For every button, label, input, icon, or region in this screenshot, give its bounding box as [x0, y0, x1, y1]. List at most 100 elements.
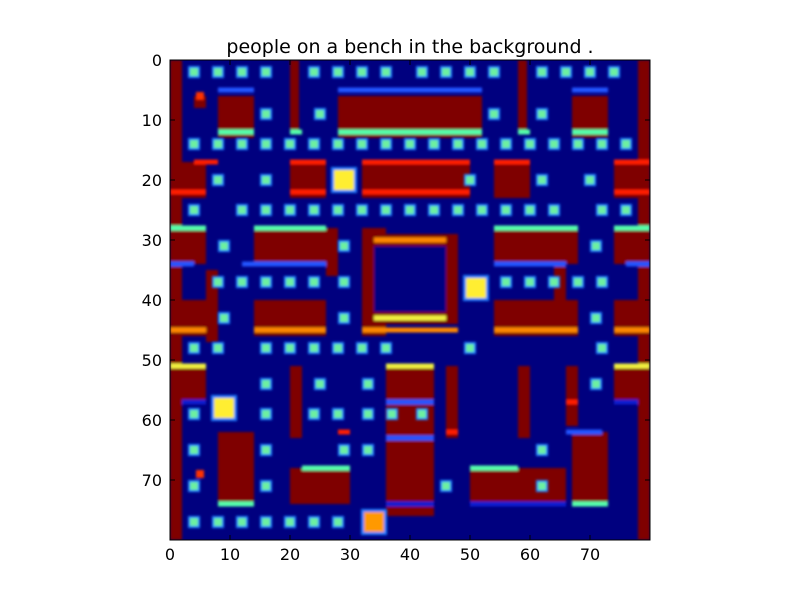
pellet-dot: [466, 344, 474, 352]
pellet-dots: [188, 66, 632, 528]
pellet-dot: [538, 176, 546, 184]
pellet-dot: [220, 314, 228, 322]
pellet-dot: [340, 314, 348, 322]
pellet-dot: [286, 206, 294, 214]
pellet-dot: [388, 410, 396, 418]
wall-block: [470, 468, 566, 504]
wall-block: [494, 162, 530, 198]
pellet-dot: [538, 68, 546, 76]
pellet-dot: [592, 242, 600, 250]
pellet-dot: [340, 278, 348, 286]
pellet-dot: [610, 68, 618, 76]
pellet-dot: [340, 242, 348, 250]
pellet-dot: [574, 278, 582, 286]
pellet-dot: [622, 140, 630, 148]
pellet-dot: [334, 68, 342, 76]
wall-block: [290, 60, 299, 132]
wall-block: [218, 432, 254, 504]
wall-block: [446, 366, 458, 438]
pellet-dot: [190, 68, 198, 76]
pellet-dot: [262, 110, 270, 118]
wall-block: [572, 432, 608, 504]
maze-walls: [170, 60, 650, 540]
wall-block: [290, 468, 350, 504]
pellet-dot: [382, 140, 390, 148]
pellet-dot: [334, 140, 342, 148]
y-tick-label: 0: [152, 51, 162, 70]
pellet-dot: [262, 68, 270, 76]
pellet-dot: [454, 140, 462, 148]
pellet-dot: [478, 140, 486, 148]
pellet-dot: [190, 410, 198, 418]
marker-dot: [196, 470, 204, 478]
x-tick-label: 40: [400, 545, 420, 564]
pellet-dot: [364, 380, 372, 388]
pellet-dot: [586, 176, 594, 184]
pellet-dot: [598, 206, 606, 214]
pellet-dot: [364, 446, 372, 454]
pellet-dot: [550, 278, 558, 286]
pellet-dot: [358, 140, 366, 148]
pellet-dot: [586, 68, 594, 76]
pellet-dot: [334, 344, 342, 352]
y-tick-label: 40: [142, 291, 162, 310]
pellet-dot: [598, 344, 606, 352]
pellet-dot: [310, 278, 318, 286]
pellet-dot: [358, 206, 366, 214]
pellet-dot: [592, 314, 600, 322]
pellet-dot: [238, 206, 246, 214]
pellet-dot: [262, 140, 270, 148]
x-tick-label: 60: [520, 545, 540, 564]
pellet-dot: [430, 140, 438, 148]
pellet-dot: [598, 278, 606, 286]
y-tick-label: 70: [142, 471, 162, 490]
pellet-dot: [454, 206, 462, 214]
pellet-dot: [406, 140, 414, 148]
pellet-dot: [442, 68, 450, 76]
pellet-dot: [310, 68, 318, 76]
chart-title: people on a bench in the background .: [226, 36, 593, 58]
pellet-dot: [502, 206, 510, 214]
wall-block: [170, 228, 206, 264]
pellet-dot: [286, 278, 294, 286]
pellet-dot: [238, 140, 246, 148]
pellet-dot: [334, 410, 342, 418]
pellet-dot: [214, 344, 222, 352]
pellet-dot: [286, 140, 294, 148]
pellet-dot: [214, 518, 222, 526]
pellet-dot: [238, 278, 246, 286]
wall-block: [566, 366, 578, 426]
x-tick-label: 70: [580, 545, 600, 564]
sprites: [211, 167, 489, 535]
pellet-dot: [334, 206, 342, 214]
pellet-dot: [490, 110, 498, 118]
pellet-dot: [262, 518, 270, 526]
sprite-ghost-a: [334, 170, 354, 190]
y-tick-label: 20: [142, 171, 162, 190]
pellet-dot: [214, 278, 222, 286]
pellet-dot: [550, 206, 558, 214]
sprite-pacman: [466, 278, 486, 298]
pellet-dot: [382, 344, 390, 352]
pellet-dot: [262, 176, 270, 184]
pellet-dot: [538, 482, 546, 490]
pellet-dot: [418, 410, 426, 418]
pellet-dot: [340, 446, 348, 454]
pellet-dot: [310, 206, 318, 214]
pellet-dot: [364, 410, 372, 418]
wall-block: [326, 228, 338, 276]
pellet-dot: [526, 206, 534, 214]
wall-block: [170, 366, 206, 402]
pellet-dot: [406, 206, 414, 214]
pellet-dot: [190, 344, 198, 352]
y-tick-label: 10: [142, 111, 162, 130]
pellet-dot: [526, 140, 534, 148]
pellet-dot: [316, 110, 324, 118]
pellet-dot: [538, 446, 546, 454]
y-tick-label: 30: [142, 231, 162, 250]
plot-area: [170, 60, 650, 540]
pellet-dot: [190, 518, 198, 526]
pellet-dot: [262, 380, 270, 388]
pellet-dot: [310, 140, 318, 148]
x-tick-label: 50: [460, 545, 480, 564]
